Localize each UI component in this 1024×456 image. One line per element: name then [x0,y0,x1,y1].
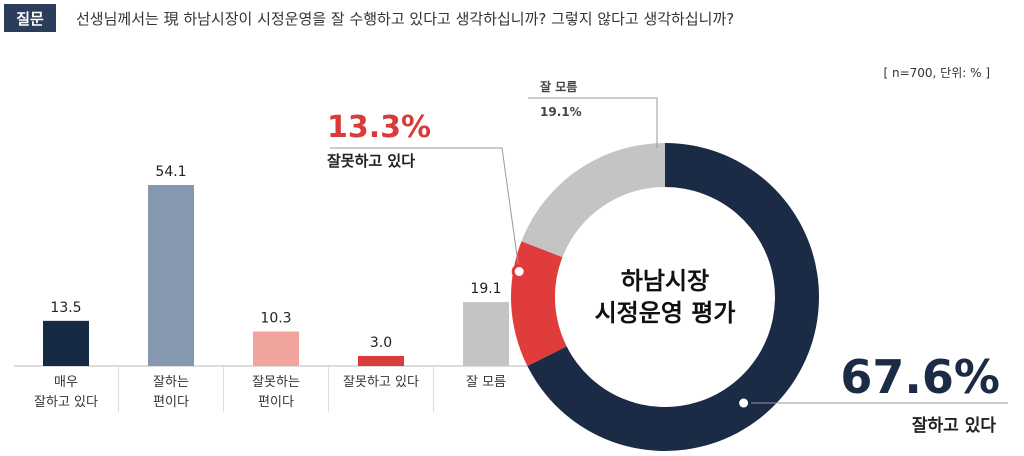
donut-slice-1 [527,143,819,451]
bar-value-label-4: 3.0 [370,335,392,351]
callout-line-bad [330,147,520,272]
donut-value-good: 67.6% [840,350,1000,404]
bar-value-label-1: 13.5 [50,300,81,316]
bar-1 [43,320,89,366]
donut-label-unknown: 잘 모름 [540,79,577,94]
category-label-3: 편이다 [258,395,294,410]
category-label-5: 잘 모름 [466,375,506,390]
question-badge: 질문 [4,4,56,32]
bar-value-label-3: 10.3 [260,311,291,327]
donut-center-title: 시정운영 평가 [595,299,736,327]
callout-line-unknown [528,97,658,148]
callout-marker-good [736,395,752,411]
category-label-2: 편이다 [153,395,189,410]
donut-value-bad: 13.3% [327,110,431,145]
bar-2 [148,185,194,366]
donut-center-title: 하남시장 [621,267,709,295]
donut-label-bad: 잘못하고 있다 [327,152,415,170]
category-label-4: 잘못하고 있다 [343,375,419,390]
donut-slice-3 [521,143,665,258]
category-label-2: 잘하는 [153,375,189,390]
sample-note: [ n=700, 단위: % ] [883,66,990,80]
bar-5 [463,302,509,366]
category-label-1: 매우 [54,375,78,390]
bar-3 [253,331,299,366]
category-label-3: 잘못하는 [252,375,300,390]
bar-4 [358,355,404,366]
donut-value-unknown: 19.1% [540,105,582,119]
donut-label-good: 잘하고 있다 [912,415,996,436]
bar-value-label-5: 19.1 [470,281,501,297]
category-label-1: 잘하고 있다 [34,395,98,410]
callout-marker-bad [511,264,527,280]
donut-slice-2 [511,241,567,367]
bar-value-label-2: 54.1 [155,164,186,180]
question-text: 선생님께서는 現 하남시장이 시정운영을 잘 수행하고 있다고 생각하십니까? … [76,10,735,28]
